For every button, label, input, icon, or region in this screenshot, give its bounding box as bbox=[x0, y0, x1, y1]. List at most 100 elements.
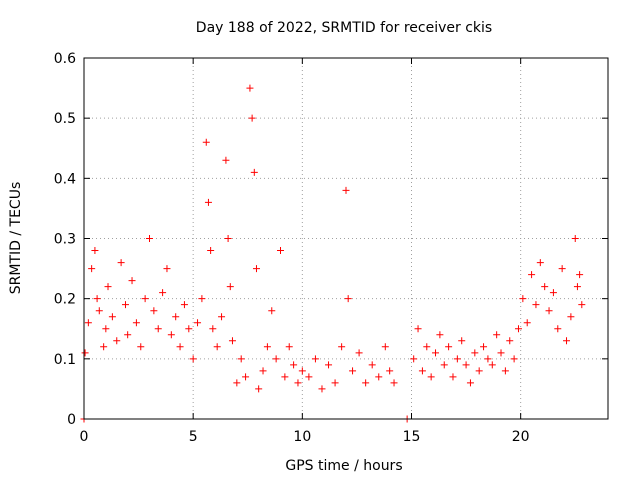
data-point bbox=[294, 379, 302, 387]
data-point bbox=[390, 379, 398, 387]
data-point bbox=[252, 265, 260, 273]
data-point bbox=[484, 355, 492, 363]
y-tick-label: 0.3 bbox=[54, 232, 76, 248]
data-point bbox=[213, 343, 221, 351]
data-point bbox=[545, 307, 553, 315]
data-point bbox=[368, 361, 376, 369]
grid-lines bbox=[84, 58, 608, 419]
data-point bbox=[117, 259, 125, 267]
data-point bbox=[233, 379, 241, 387]
x-tick-label: 5 bbox=[189, 429, 198, 445]
data-point bbox=[436, 331, 444, 339]
data-point bbox=[475, 367, 483, 375]
data-point bbox=[355, 349, 363, 357]
data-point bbox=[263, 343, 271, 351]
data-point bbox=[132, 319, 140, 327]
data-point bbox=[137, 343, 145, 351]
y-axis-label: SRMTID / TECUs bbox=[8, 182, 24, 295]
y-tick-label: 0 bbox=[67, 412, 76, 428]
data-point bbox=[558, 265, 566, 273]
data-point bbox=[501, 367, 509, 375]
data-point bbox=[298, 367, 306, 375]
x-axis-ticks: 0 5 10 15 20 bbox=[80, 58, 530, 445]
plot-frame bbox=[83, 57, 609, 420]
x-tick-label: 15 bbox=[403, 429, 421, 445]
data-point bbox=[571, 235, 579, 242]
data-point bbox=[445, 343, 453, 351]
data-point bbox=[95, 307, 103, 315]
data-point bbox=[121, 301, 129, 309]
data-point bbox=[523, 319, 531, 327]
data-point bbox=[549, 289, 557, 297]
data-point bbox=[285, 343, 293, 351]
data-point bbox=[488, 361, 496, 369]
data-point bbox=[198, 295, 206, 303]
data-point bbox=[362, 379, 370, 387]
data-point bbox=[573, 283, 581, 291]
data-point bbox=[246, 84, 254, 92]
data-point bbox=[259, 367, 267, 375]
data-point bbox=[189, 355, 197, 363]
data-point bbox=[237, 355, 245, 363]
data-point bbox=[207, 247, 215, 255]
data-point bbox=[506, 337, 514, 345]
data-point bbox=[381, 343, 389, 351]
data-point bbox=[102, 325, 110, 333]
y-tick-label: 0.6 bbox=[54, 51, 76, 67]
data-point bbox=[325, 361, 333, 369]
data-point bbox=[458, 337, 466, 345]
data-point bbox=[226, 283, 234, 291]
data-point bbox=[176, 343, 184, 351]
y-tick-label: 0.2 bbox=[54, 292, 76, 308]
data-point bbox=[471, 349, 479, 357]
x-tick-label: 0 bbox=[80, 429, 89, 445]
data-point bbox=[536, 259, 544, 267]
data-point bbox=[318, 385, 326, 393]
y-tick-label: 0.1 bbox=[54, 352, 76, 368]
y-tick-label: 0.5 bbox=[54, 111, 76, 127]
data-point bbox=[81, 349, 89, 357]
data-point bbox=[541, 283, 549, 291]
x-axis-label: GPS time / hours bbox=[285, 458, 402, 474]
data-point bbox=[375, 373, 383, 381]
data-point bbox=[281, 373, 289, 381]
data-point bbox=[255, 385, 263, 393]
data-point bbox=[277, 247, 284, 255]
data-point bbox=[519, 295, 527, 303]
data-point bbox=[449, 373, 457, 381]
data-point bbox=[414, 325, 422, 333]
data-point bbox=[493, 331, 501, 339]
data-point bbox=[91, 247, 99, 255]
data-point bbox=[432, 349, 440, 357]
data-point bbox=[93, 295, 101, 303]
data-point bbox=[423, 343, 431, 351]
data-point bbox=[272, 355, 280, 363]
data-point bbox=[290, 361, 298, 369]
data-point bbox=[386, 367, 394, 375]
chart-title: Day 188 of 2022, SRMTID for receiver cki… bbox=[196, 20, 492, 36]
data-point bbox=[563, 337, 571, 345]
data-points bbox=[80, 84, 586, 423]
data-point bbox=[331, 379, 339, 387]
data-point bbox=[128, 277, 136, 285]
data-point bbox=[248, 114, 256, 122]
data-point bbox=[224, 235, 232, 242]
data-point bbox=[242, 373, 250, 381]
data-point bbox=[163, 265, 171, 273]
data-point bbox=[349, 367, 357, 375]
data-point bbox=[311, 355, 319, 363]
data-point bbox=[576, 271, 584, 279]
data-point bbox=[124, 331, 132, 339]
data-point bbox=[427, 373, 435, 381]
data-point bbox=[228, 337, 236, 345]
data-point bbox=[150, 307, 158, 315]
data-point bbox=[305, 373, 313, 381]
data-point bbox=[344, 295, 352, 303]
data-point bbox=[250, 168, 258, 176]
data-point bbox=[466, 379, 474, 387]
data-point bbox=[172, 313, 180, 321]
data-point bbox=[88, 265, 96, 273]
data-point bbox=[497, 349, 505, 357]
data-point bbox=[418, 367, 426, 375]
data-point bbox=[554, 325, 562, 333]
